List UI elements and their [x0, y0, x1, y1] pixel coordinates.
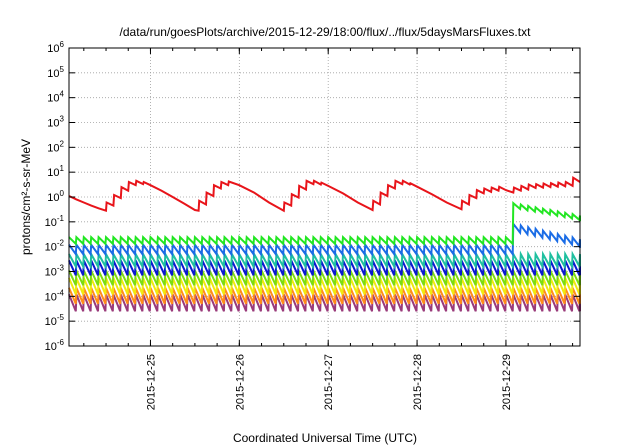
y-tick-label: 10-4: [45, 288, 65, 303]
x-tick-label: 2015-12-25: [145, 354, 157, 410]
y-tick-label: 101: [47, 164, 64, 179]
y-axis-label: protons/cm²-s-sr-MeV: [19, 139, 33, 255]
y-tick-label: 10-1: [45, 214, 65, 229]
x-tick-label: 2015-12-29: [501, 354, 513, 410]
y-tick-label: 10-3: [45, 264, 65, 279]
series-line: [68, 175, 581, 213]
x-axis-label: Coordinated Universal Time (UTC): [233, 431, 417, 445]
y-tick-label: 102: [47, 139, 64, 154]
x-axis-ticks: 2015-12-25 2015-12-26 2015-12-27 2015-12-28…: [83, 48, 574, 410]
x-tick-label: 2015-12-28: [412, 354, 424, 410]
y-tick-label: 10-5: [45, 313, 65, 328]
series-line: [68, 220, 581, 258]
y-tick-label: 105: [47, 65, 64, 80]
x-tick-label: 2015-12-27: [323, 354, 335, 410]
y-tick-label: 100: [47, 189, 64, 204]
series-lines: [68, 175, 581, 312]
y-tick-label: 104: [47, 90, 64, 105]
chart-title: /data/run/goesPlots/archive/2015-12-29/1…: [120, 25, 532, 39]
y-tick-label: 10-6: [45, 338, 65, 353]
y-tick-label: 106: [47, 40, 64, 55]
series-line: [68, 201, 581, 247]
y-axis-ticks: 10-6 10-5 10-4 10-3 10-2 10-1 100 101 102 103 104 1…: [45, 40, 580, 353]
y-tick-label: 103: [47, 115, 64, 130]
x-tick-label: 2015-12-26: [234, 354, 246, 410]
y-tick-label: 10-2: [45, 239, 65, 254]
